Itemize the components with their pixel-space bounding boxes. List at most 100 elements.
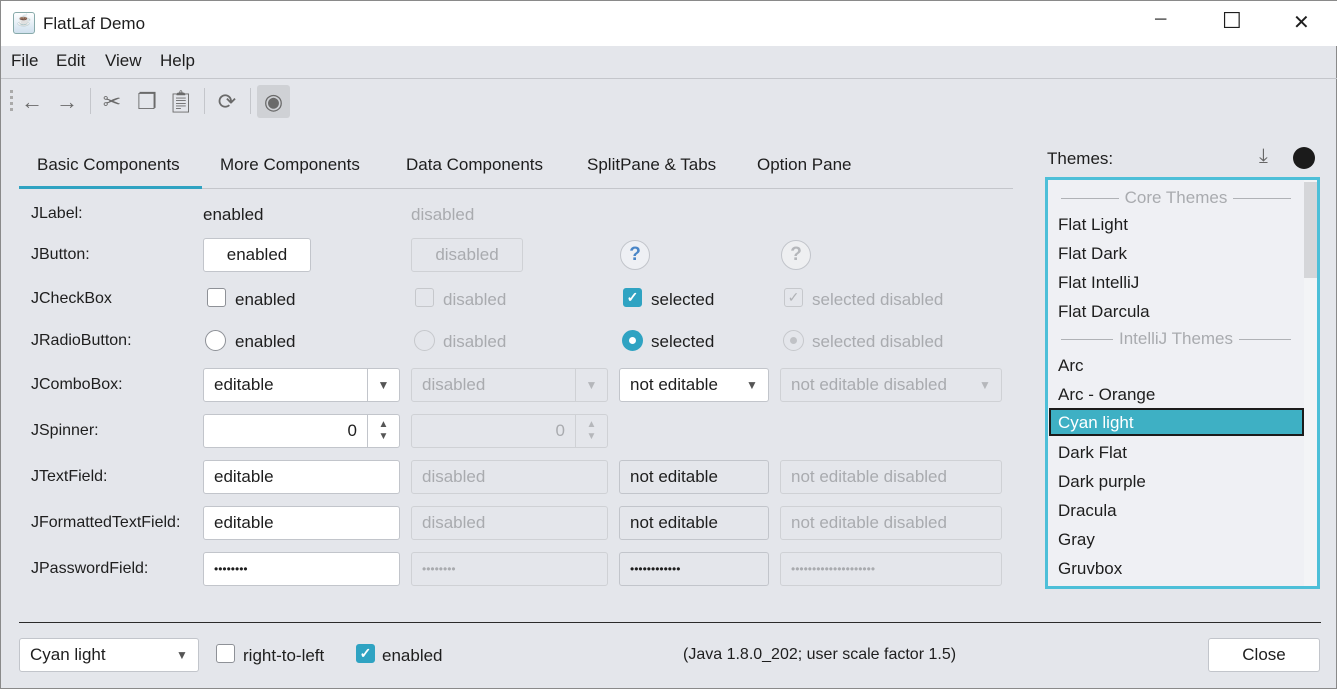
jspinner-label: JSpinner:	[31, 422, 99, 439]
formatted-not-editable[interactable]: not editable	[619, 506, 769, 540]
chevron-down-icon: ▼	[746, 378, 758, 392]
textfield-editable[interactable]: editable	[203, 460, 400, 494]
password-editable[interactable]: ••••••••	[203, 552, 400, 586]
right-to-left-label: right-to-left	[243, 646, 325, 665]
list-item[interactable]: Dark purple	[1058, 472, 1146, 491]
password-not-editable-disabled: ••••••••••••••••••••	[780, 552, 1002, 586]
textfield-disabled: disabled	[411, 460, 608, 494]
tab-more-components[interactable]: More Components	[220, 155, 360, 174]
checkbox-disabled-label: disabled	[443, 290, 507, 309]
list-item[interactable]: Arc - Orange	[1058, 385, 1156, 404]
jtextfield-label: JTextField:	[31, 468, 108, 485]
formatted-editable[interactable]: editable	[203, 506, 400, 540]
list-item[interactable]: Gray	[1058, 530, 1095, 549]
chevron-down-icon: ▼	[979, 378, 991, 392]
menu-divider	[1, 78, 1337, 79]
scrollbar[interactable]	[1304, 180, 1317, 586]
radio-disabled-label: disabled	[443, 332, 507, 351]
tab-divider	[19, 188, 1013, 189]
eye-icon[interactable]: ◉	[257, 85, 290, 118]
jpasswordfield-label: JPasswordField:	[31, 560, 149, 577]
close-window-button[interactable]: ✕	[1293, 12, 1310, 34]
radio-disabled	[414, 330, 435, 351]
menu-file[interactable]: File	[11, 51, 39, 70]
scrollbar-thumb[interactable]	[1304, 182, 1317, 278]
bottom-divider	[19, 622, 1321, 623]
radio-selected[interactable]	[622, 330, 643, 351]
disabled-button: disabled	[411, 238, 523, 272]
tab-splitpane-tabs[interactable]: SplitPane & Tabs	[587, 155, 717, 174]
close-button[interactable]: Close	[1208, 638, 1320, 672]
enabled-checkbox[interactable]: ✓	[356, 644, 375, 663]
spinner-arrows-icon[interactable]: ▲ ▼	[367, 415, 399, 447]
combo-editable[interactable]: editable ▼	[203, 368, 400, 402]
password-disabled: ••••••••	[411, 552, 608, 586]
textfield-not-editable[interactable]: not editable	[619, 460, 769, 494]
refresh-icon[interactable]: ⟳	[217, 89, 237, 114]
themes-list[interactable]: Core Themes Flat Light Flat Dark Flat In…	[1045, 177, 1320, 589]
window-title: FlatLaf Demo	[43, 14, 146, 33]
cut-icon[interactable]: ✂	[102, 89, 122, 114]
toolbar-separator	[250, 88, 251, 114]
help-button[interactable]: ?	[620, 240, 650, 270]
password-not-editable[interactable]: ••••••••••••	[619, 552, 769, 586]
github-icon[interactable]	[1293, 147, 1315, 169]
tab-data-components[interactable]: Data Components	[406, 155, 544, 174]
list-item[interactable]: Flat Darcula	[1058, 302, 1150, 321]
checkbox-enabled[interactable]	[207, 288, 226, 307]
tab-option-pane[interactable]: Option Pane	[757, 155, 852, 174]
selected-theme-label: Cyan light	[1058, 413, 1134, 432]
java-app-icon: ☕	[13, 12, 35, 34]
jformattedtextfield-label: JFormattedTextField:	[31, 514, 181, 531]
checkbox-selected[interactable]: ✓	[623, 288, 642, 307]
checkbox-selected-label: selected	[651, 290, 715, 309]
chevron-down-icon[interactable]: ▼	[367, 369, 399, 401]
download-icon[interactable]: ⤓	[1259, 145, 1268, 167]
spinner-value: 0	[347, 421, 357, 440]
radio-enabled[interactable]	[205, 330, 226, 351]
toolbar-grip[interactable]	[10, 90, 13, 114]
list-item[interactable]: Flat IntelliJ	[1058, 273, 1140, 292]
tab-basic-components[interactable]: Basic Components	[37, 155, 180, 174]
radio-selected-disabled	[783, 330, 804, 351]
help-button-disabled: ?	[781, 240, 811, 270]
right-to-left-checkbox[interactable]	[216, 644, 235, 663]
enabled-label: enabled	[382, 646, 443, 665]
menu-view[interactable]: View	[105, 51, 142, 70]
tab-selected-indicator	[19, 186, 202, 189]
list-item-selected[interactable]: Cyan light	[1049, 408, 1304, 436]
jradiobutton-label: JRadioButton:	[31, 332, 132, 349]
formatted-disabled: disabled	[411, 506, 608, 540]
jbutton-label: JButton:	[31, 246, 90, 263]
menu-edit[interactable]: Edit	[56, 51, 86, 70]
list-item[interactable]: Dark Flat	[1058, 443, 1127, 462]
list-item[interactable]: Arc	[1058, 356, 1084, 375]
paste-icon[interactable]: 📋︎	[167, 89, 195, 114]
back-icon[interactable]: ←	[21, 89, 43, 114]
theme-combo-value: Cyan light	[30, 645, 106, 664]
menu-help[interactable]: Help	[160, 51, 195, 70]
enabled-button[interactable]: enabled	[203, 238, 311, 272]
list-item[interactable]: Flat Light	[1058, 215, 1128, 234]
jcombobox-label: JComboBox:	[31, 376, 123, 393]
checkbox-disabled	[415, 288, 434, 307]
forward-icon[interactable]: →	[56, 89, 78, 114]
checkbox-enabled-label: enabled	[235, 290, 296, 309]
maximize-button[interactable]: ☐	[1222, 8, 1242, 33]
minimize-button[interactable]: ─	[1155, 11, 1167, 28]
combo-not-editable-disabled: not editable disabled ▼	[780, 368, 1002, 402]
spinner-enabled[interactable]: 0 ▲ ▼	[203, 414, 400, 448]
list-header-intellij: IntelliJ Themes	[1055, 329, 1297, 349]
list-item[interactable]: Flat Dark	[1058, 244, 1127, 263]
combo-disabled: disabled ▼	[411, 368, 608, 402]
list-item[interactable]: Dracula	[1058, 501, 1117, 520]
theme-combo[interactable]: Cyan light ▼	[19, 638, 199, 672]
checkbox-selected-disabled: ✓	[784, 288, 803, 307]
copy-icon[interactable]: ❐	[137, 89, 157, 114]
radio-enabled-label: enabled	[235, 332, 296, 351]
combo-disabled-value: disabled	[422, 375, 486, 394]
combo-not-editable[interactable]: not editable ▼	[619, 368, 769, 402]
toolbar-separator	[90, 88, 91, 114]
spinner-arrows-icon: ▲ ▼	[575, 415, 607, 447]
list-item[interactable]: Gruvbox	[1058, 559, 1123, 578]
